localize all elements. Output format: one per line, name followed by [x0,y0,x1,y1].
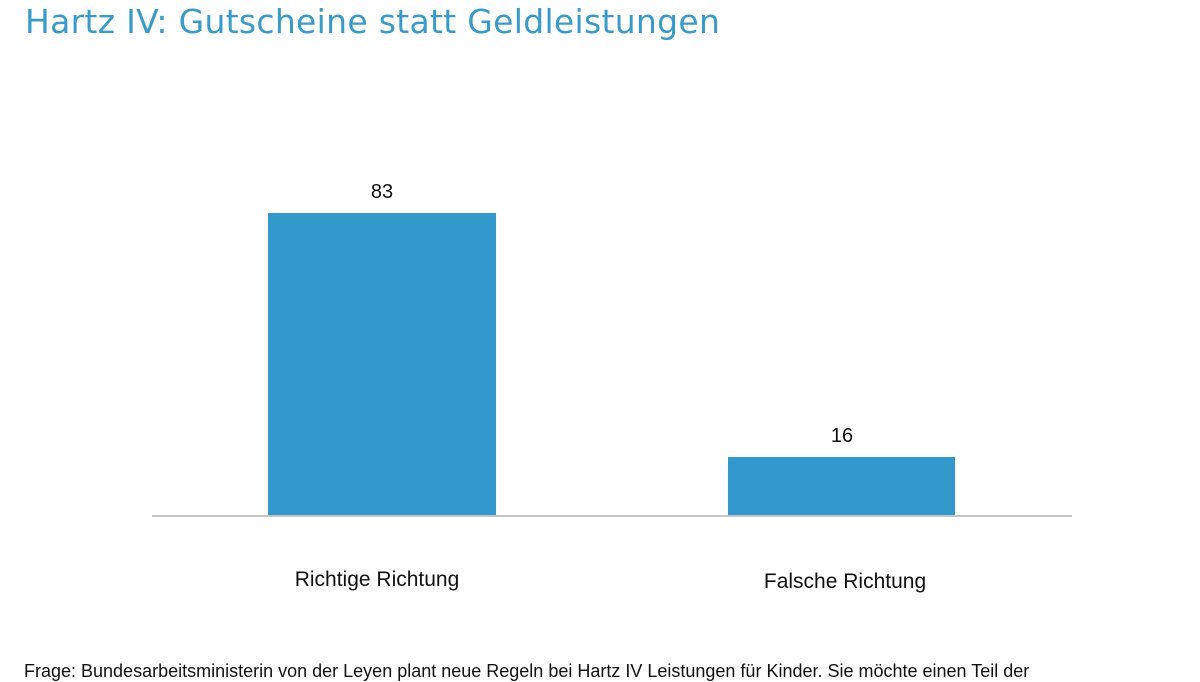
question-footnote: Frage: Bundesarbeitsministerin von der L… [24,661,1030,681]
bar-richtige-richtung [268,213,496,515]
bar-chart: 83 16 Richtige Richtung Falsche Richtung [152,181,1072,593]
chart-title: Hartz IV: Gutscheine statt Geldleistunge… [25,2,721,41]
bar-falsche-richtung [728,457,955,515]
category-label-richtige-richtung: Richtige Richtung [294,568,460,591]
value-label-richtige-richtung: 83 [370,181,394,203]
x-axis-line [152,515,1072,517]
category-label-falsche-richtung: Falsche Richtung [763,570,927,593]
value-label-falsche-richtung: 16 [830,425,854,447]
